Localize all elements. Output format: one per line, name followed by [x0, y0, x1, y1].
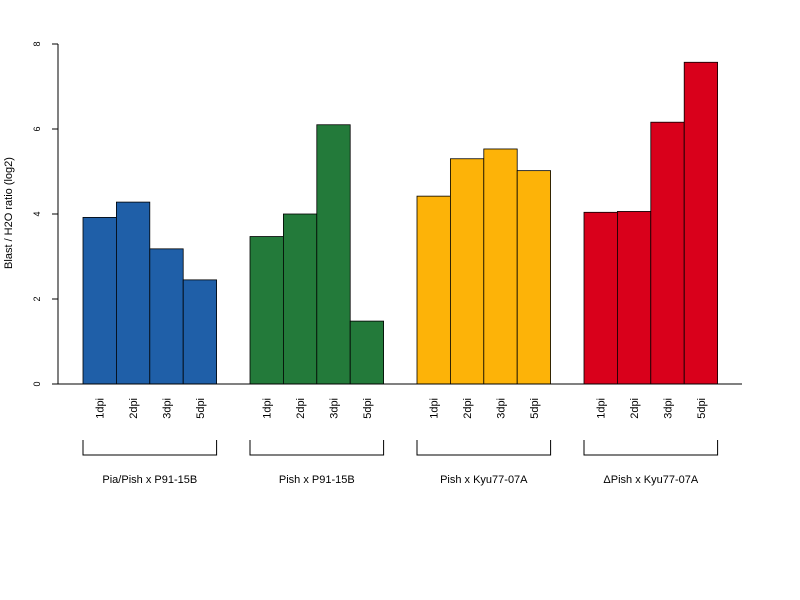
bar: [182, 279, 217, 385]
x-tick-label: 5dpi: [195, 398, 207, 419]
bar: [149, 248, 184, 385]
y-tick-label: 2: [32, 296, 42, 301]
bar: [650, 121, 685, 385]
x-tick-label: 1dpi: [262, 398, 274, 419]
y-axis: 0 2 4 6 8: [32, 41, 59, 387]
x-tick-label: 3dpi: [663, 398, 675, 419]
group-bracket: [249, 440, 385, 456]
y-tick-label: 6: [32, 126, 42, 131]
y-tick-label: 0: [32, 381, 42, 386]
group-brackets: Pia/Pish x P91-15B Pish x P91-15B Pish x K…: [82, 440, 719, 486]
bar: [349, 320, 385, 385]
x-tick-label: 5dpi: [696, 398, 708, 419]
bar: [683, 61, 719, 385]
x-tick-label: 3dpi: [496, 398, 508, 419]
bar: [516, 170, 552, 385]
x-tick-label: 1dpi: [429, 398, 441, 419]
group-label: Pish x P91-15B: [279, 474, 355, 486]
group-bracket: [583, 440, 719, 456]
bars: [82, 61, 719, 385]
x-tick-label: 2dpi: [128, 398, 140, 419]
x-tick-label: 1dpi: [596, 398, 608, 419]
bar: [583, 211, 618, 385]
x-tick-label: 5dpi: [529, 398, 541, 419]
bar: [116, 201, 151, 385]
bar: [82, 216, 117, 385]
bar: [617, 211, 652, 385]
y-tick-label: 8: [32, 41, 42, 46]
group-label: ΔPish x Kyu77-07A: [603, 474, 698, 486]
x-tick-label: 3dpi: [162, 398, 174, 419]
x-tick-label: 2dpi: [629, 398, 641, 419]
group-bracket: [82, 440, 218, 456]
y-tick-label: 4: [32, 211, 42, 216]
bar: [449, 158, 485, 385]
x-tick-label: 5dpi: [362, 398, 374, 419]
y-axis-label: Blast / H2O ratio (log2): [3, 157, 15, 269]
bar: [282, 213, 318, 385]
bar: [483, 148, 518, 385]
x-tick-label: 2dpi: [462, 398, 474, 419]
x-tick-labels: 1dpi 2dpi 3dpi 5dpi 1dpi 2dpi 3dpi 5dpi 1dpi 2dpi…: [95, 398, 708, 419]
group-label: Pia/Pish x P91-15B: [102, 474, 197, 486]
x-tick-label: 2dpi: [295, 398, 307, 419]
group-bracket: [416, 440, 552, 456]
bar: [249, 236, 284, 385]
group-label: Pish x Kyu77-07A: [440, 474, 528, 486]
x-tick-label: 3dpi: [329, 398, 341, 419]
bar: [316, 124, 351, 385]
bar: [416, 195, 451, 385]
x-tick-label: 1dpi: [95, 398, 107, 419]
